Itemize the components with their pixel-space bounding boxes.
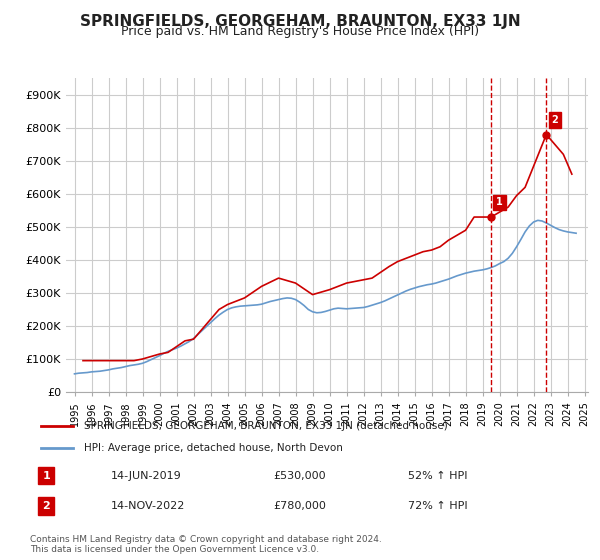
Text: 1: 1 [496, 198, 503, 208]
Text: 52% ↑ HPI: 52% ↑ HPI [408, 470, 467, 480]
Text: 2: 2 [43, 501, 50, 511]
Text: 72% ↑ HPI: 72% ↑ HPI [408, 501, 467, 511]
Text: 1: 1 [43, 470, 50, 480]
Text: HPI: Average price, detached house, North Devon: HPI: Average price, detached house, Nort… [84, 443, 343, 453]
Text: £780,000: £780,000 [273, 501, 326, 511]
Text: 2: 2 [551, 115, 558, 125]
Text: 14-NOV-2022: 14-NOV-2022 [111, 501, 185, 511]
Text: Price paid vs. HM Land Registry's House Price Index (HPI): Price paid vs. HM Land Registry's House … [121, 25, 479, 38]
Text: 14-JUN-2019: 14-JUN-2019 [111, 470, 182, 480]
Text: SPRINGFIELDS, GEORGEHAM, BRAUNTON, EX33 1JN: SPRINGFIELDS, GEORGEHAM, BRAUNTON, EX33 … [80, 14, 520, 29]
Text: £530,000: £530,000 [273, 470, 326, 480]
Text: Contains HM Land Registry data © Crown copyright and database right 2024.
This d: Contains HM Land Registry data © Crown c… [30, 535, 382, 554]
Text: SPRINGFIELDS, GEORGEHAM, BRAUNTON, EX33 1JN (detached house): SPRINGFIELDS, GEORGEHAM, BRAUNTON, EX33 … [84, 421, 448, 431]
